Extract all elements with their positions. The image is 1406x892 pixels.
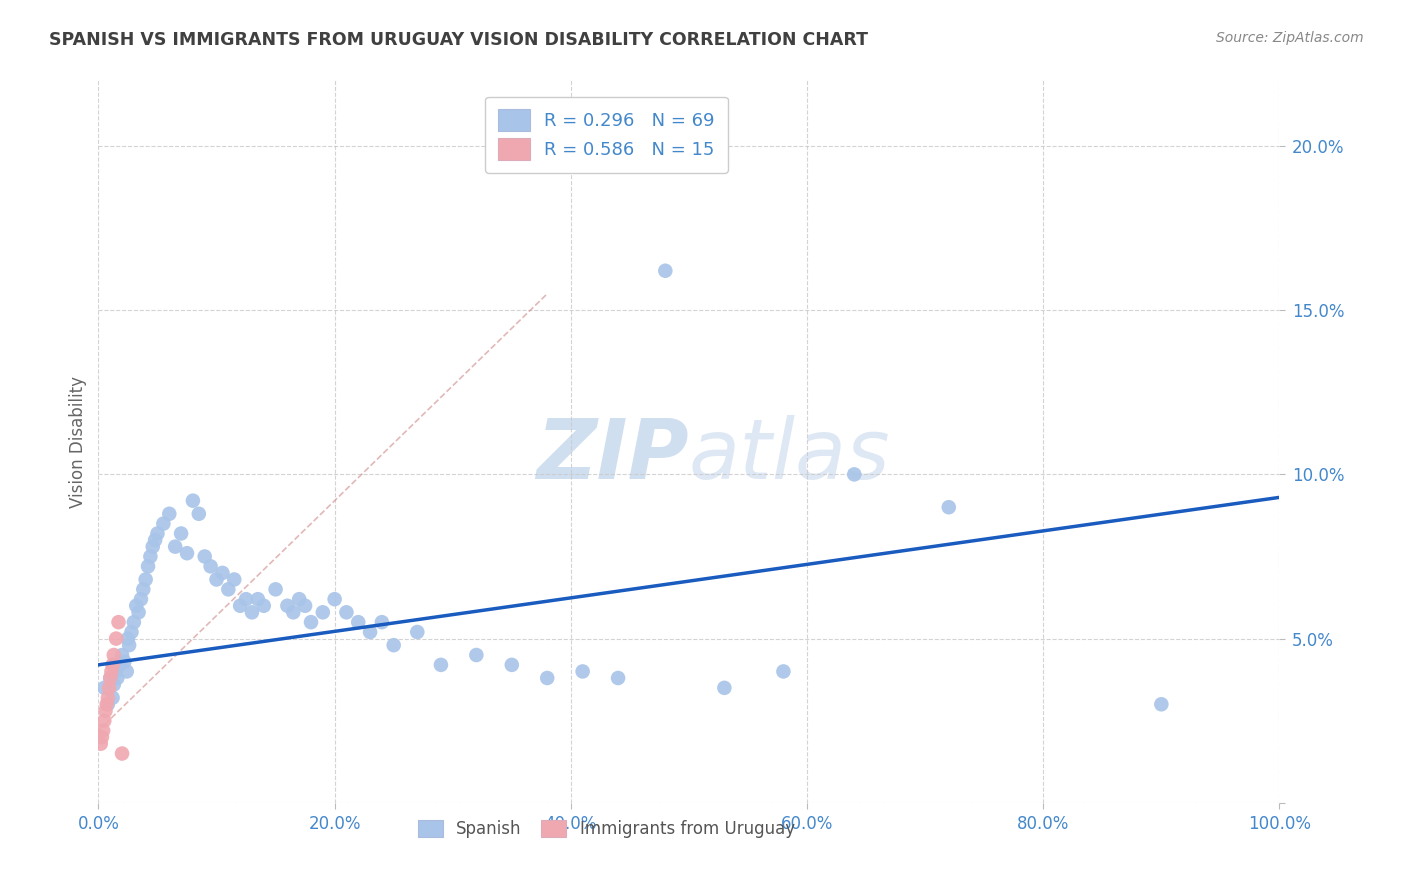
Point [152,516,174,531]
Point [96,698,118,712]
Text: ZIP: ZIP [536,416,689,497]
Y-axis label: Vision Disability: Vision Disability [69,376,87,508]
Point [323,592,346,607]
Point [139,549,162,564]
Point [187,507,209,521]
Point [100,665,122,679]
Point [101,690,124,705]
Point [170,526,193,541]
Point [200,559,222,574]
Point [132,582,155,597]
Point [229,599,252,613]
Point [371,615,394,630]
Point [194,549,217,564]
Point [135,573,157,587]
Point [103,677,125,691]
Point [112,655,135,669]
Text: atlas: atlas [689,416,890,497]
Point [105,671,128,685]
Point [288,592,311,607]
Point [90,737,112,751]
Point [103,648,125,662]
Point [111,648,134,662]
Point [98,671,121,685]
Point [117,632,139,646]
Point [108,657,131,672]
Point [536,671,558,685]
Text: SPANISH VS IMMIGRANTS FROM URUGUAY VISION DISABILITY CORRELATION CHART: SPANISH VS IMMIGRANTS FROM URUGUAY VISIO… [49,31,869,49]
Point [157,507,180,521]
Point [406,625,429,640]
Text: Source: ZipAtlas.com: Source: ZipAtlas.com [1216,31,1364,45]
Point [93,714,115,728]
Point [105,632,128,646]
Point [253,599,276,613]
Point [98,671,121,685]
Point [312,605,335,619]
Point [224,573,246,587]
Point [299,615,322,630]
Point [382,638,405,652]
Point [359,625,381,640]
Point [97,698,120,712]
Point [125,599,148,613]
Point [91,730,114,744]
Point [165,540,187,554]
Point [94,704,117,718]
Point [121,625,143,640]
Point [217,582,239,597]
Point [211,566,233,580]
Legend: Spanish, Immigrants from Uruguay: Spanish, Immigrants from Uruguay [411,814,801,845]
Point [115,665,138,679]
Point [181,493,204,508]
Point [772,665,794,679]
Point [465,648,488,662]
Point [713,681,735,695]
Point [240,605,263,619]
Point [118,638,141,652]
Point [276,599,298,613]
Point [246,592,269,607]
Point [111,747,134,761]
Point [142,540,165,554]
Point [283,605,305,619]
Point [101,657,124,672]
Point [844,467,866,482]
Point [136,559,159,574]
Point [607,671,630,685]
Point [571,665,593,679]
Point [235,592,257,607]
Point [294,599,316,613]
Point [93,681,115,695]
Point [122,615,145,630]
Point [335,605,357,619]
Point [501,657,523,672]
Point [1150,698,1173,712]
Point [264,582,287,597]
Point [128,605,150,619]
Point [938,500,960,515]
Point [107,615,129,630]
Point [91,723,114,738]
Point [430,657,453,672]
Point [143,533,166,547]
Point [105,665,128,679]
Point [176,546,198,560]
Point [129,592,152,607]
Point [347,615,370,630]
Point [97,690,120,705]
Point [654,264,676,278]
Point [146,526,169,541]
Point [98,681,121,695]
Point [205,573,228,587]
